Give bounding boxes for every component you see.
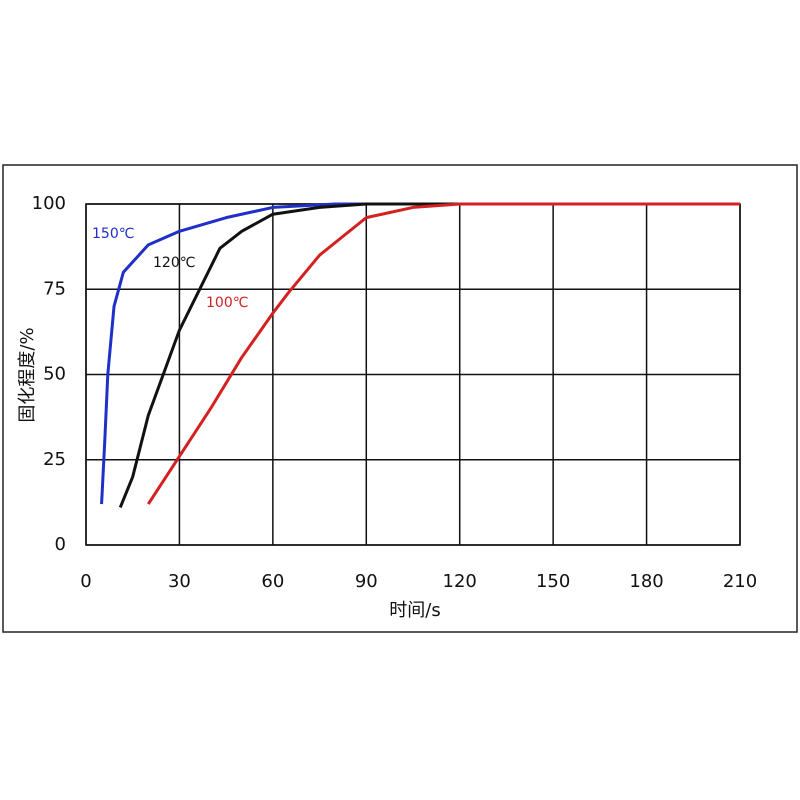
x-tick-label: 30	[168, 571, 191, 592]
x-tick-label: 60	[261, 571, 284, 592]
y-tick-label: 50	[43, 364, 66, 385]
x-tick-label: 210	[723, 571, 757, 592]
y-tick-label: 0	[55, 534, 66, 555]
x-tick-label: 180	[629, 571, 663, 592]
x-tick-label: 120	[443, 571, 477, 592]
series-line	[100, 202, 538, 505]
x-tick-label: 150	[536, 571, 570, 592]
y-tick-label: 25	[43, 449, 66, 470]
series-label: 100℃	[206, 295, 248, 311]
series-line	[118, 202, 482, 509]
y-tick-label: 75	[43, 278, 66, 299]
x-axis-label: 时间/s	[389, 600, 440, 621]
x-tick-label: 0	[80, 571, 91, 592]
x-tick-label: 90	[355, 571, 378, 592]
y-axis-label: 固化程度/%	[17, 327, 38, 422]
series-line	[147, 202, 740, 505]
series-label: 120℃	[153, 255, 195, 271]
y-tick-label: 100	[32, 193, 66, 214]
frame	[2, 164, 798, 633]
series-label: 150℃	[92, 226, 134, 242]
